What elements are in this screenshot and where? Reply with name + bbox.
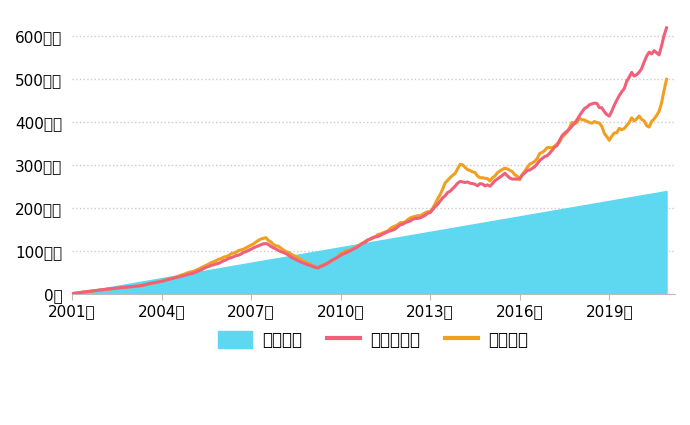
- Legend: 投資総額, 全世界株式, 日本株式: 投資総額, 全世界株式, 日本株式: [212, 324, 535, 355]
